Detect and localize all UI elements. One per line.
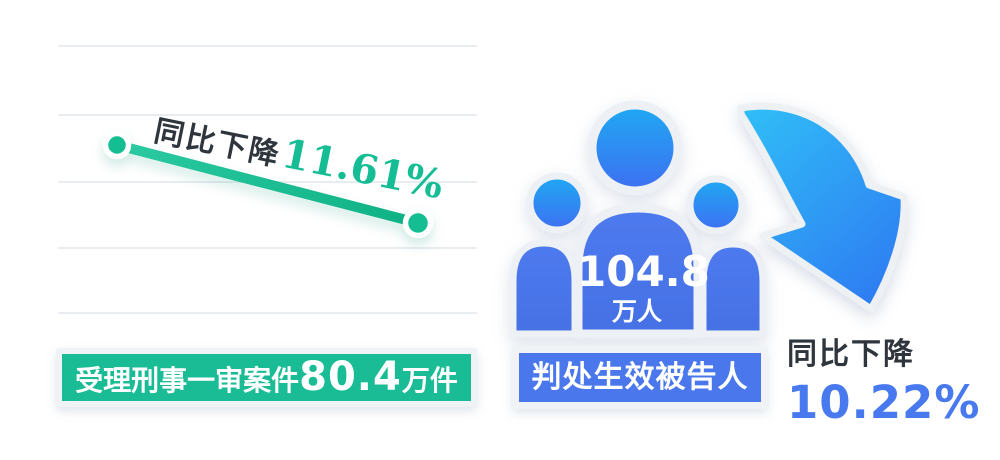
left-banner-label: 受理刑事一审案件	[75, 364, 300, 397]
left-banner-unit: 万件	[401, 364, 458, 397]
person-left-body	[509, 239, 579, 338]
ruled-line	[58, 312, 477, 314]
ruled-line	[58, 114, 477, 116]
right-stat-banner: 判处生效被告人	[512, 346, 768, 409]
right-annotation: 同比下降 10.22%	[787, 329, 980, 429]
right-stat-number: 104.8	[577, 247, 710, 296]
right-annotation-value: 10.22%	[787, 376, 981, 429]
person-center-body	[573, 203, 703, 339]
trend-line-chart	[102, 130, 434, 239]
people-group-icon	[509, 100, 767, 339]
left-banner-value: 80.4	[299, 354, 402, 400]
right-banner-label: 判处生效被告人	[531, 360, 749, 395]
data-point-dot-left	[102, 130, 132, 160]
trend-line	[112, 140, 423, 228]
right-stat-figure-value: 104.8 万人	[577, 247, 710, 326]
ruled-line	[58, 247, 477, 249]
curved-down-arrow-icon	[737, 102, 908, 313]
data-point-dot-right	[402, 207, 434, 239]
person-center-head	[587, 100, 683, 196]
right-stat-unit: 万人	[611, 297, 662, 326]
right-annotation-label: 同比下降	[787, 337, 915, 372]
arrow-shape	[737, 102, 908, 313]
left-stat-banner: 受理刑事一审案件 80.4 万件	[56, 348, 477, 407]
person-left-head	[526, 172, 588, 234]
person-right-head	[686, 175, 746, 235]
ruled-line	[58, 45, 477, 47]
person-right-body	[699, 240, 767, 338]
